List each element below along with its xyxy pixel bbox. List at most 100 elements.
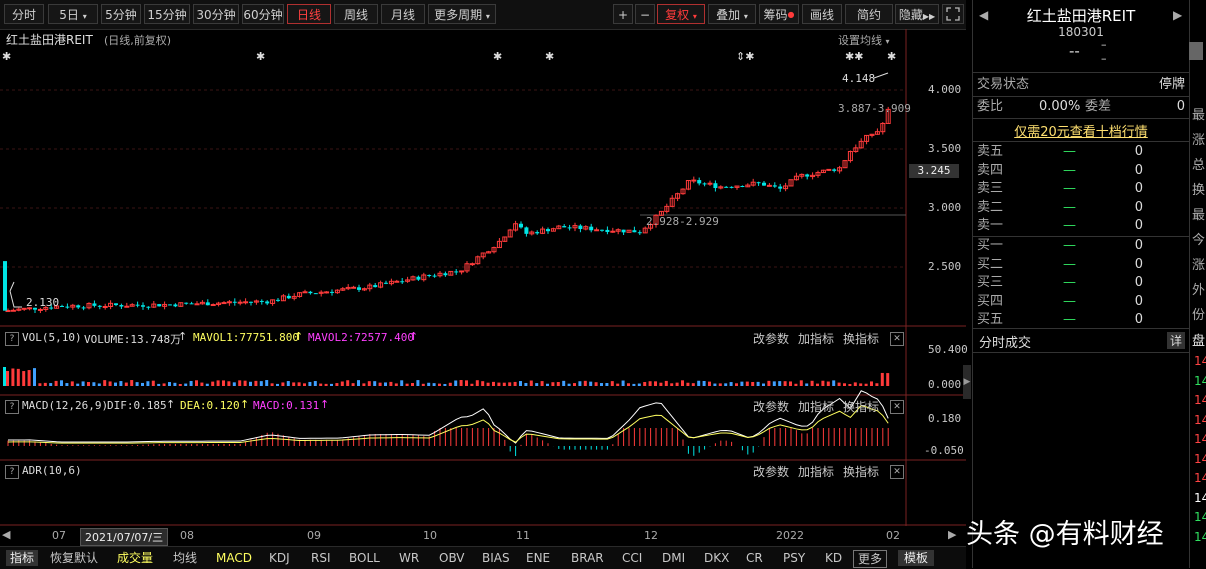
buy-row[interactable]: 买四 — 0 [973,293,1189,311]
candle-body [675,193,681,199]
fuquan-dropdown[interactable]: 复权 ▾ [657,4,705,24]
ma-settings-button[interactable]: 设置均线 ▾ [838,32,890,48]
date-axis-label: 2022 [776,529,804,542]
macd-switch-indicator-button[interactable]: 换指标 [843,400,880,414]
sell-row[interactable]: 卖三 — 0 [973,180,1189,198]
tab-ene[interactable]: ENE [526,551,551,565]
candle-body [129,304,135,307]
close-icon[interactable]: ✕ [890,332,904,346]
period-tab-fenshi[interactable]: 分时 [4,4,44,24]
candle-body [162,303,168,307]
buy-price: — [1063,293,1076,309]
candle-body [772,185,777,187]
fullscreen-button[interactable] [942,4,964,24]
overlay-dropdown[interactable]: 叠加 ▾ [708,4,756,24]
period-toolbar: 分时 5日 ▾ 5分钟 15分钟 30分钟 60分钟 日线 周线 月线 更多周期… [0,0,966,30]
tab-macd[interactable]: MACD [216,551,252,565]
period-tab-15min[interactable]: 15分钟 [144,4,190,24]
candle-body [750,181,756,186]
period-tab-5day[interactable]: 5日 ▾ [48,4,98,24]
hide-button[interactable]: 隐藏▶▶ [895,4,939,24]
price-axis-label: 3.500 [928,142,962,155]
period-tab-5min[interactable]: 5分钟 [101,4,141,24]
help-icon[interactable]: ? [5,400,19,414]
vol-change-params-button[interactable]: 改参数 [753,332,790,346]
tab-dmi[interactable]: DMI [662,551,686,565]
adr-switch-indicator-button[interactable]: 换指标 [843,465,880,479]
trades-detail-button[interactable]: 详 [1167,332,1186,349]
indicator-menu-button[interactable]: 指标 [6,550,39,566]
help-icon[interactable]: ? [5,332,19,346]
macd-dea-line [7,404,889,444]
more-periods-dropdown[interactable]: 更多周期 ▾ [428,4,496,24]
buy-row[interactable]: 买二 — 0 [973,256,1189,274]
simple-mode-button[interactable]: 简约 [845,4,893,24]
tab-kdj[interactable]: KDJ [269,551,290,565]
panel-collapse-handle[interactable]: ▶ [963,365,971,399]
side-scrollbar[interactable] [1189,42,1203,60]
candle-body [874,131,880,135]
fullscreen-icon [946,7,960,21]
tab-volume[interactable]: 成交量 [117,551,154,565]
tab-dkx[interactable]: DKX [704,551,730,565]
candle-body [114,303,118,306]
vol-switch-indicator-button[interactable]: 换指标 [843,332,880,346]
sell-row[interactable]: 卖一 — 0 [973,217,1189,235]
buy-row[interactable]: 买三 — 0 [973,274,1189,292]
tab-cr[interactable]: CR [746,551,763,565]
restore-default-button[interactable]: 恢复默认 [50,551,99,565]
candle-body [745,184,751,188]
sell-row[interactable]: 卖五 — 0 [973,143,1189,161]
buy-row[interactable]: 买五 — 0 [973,311,1189,329]
scroll-left-icon[interactable]: ◀ [2,528,11,541]
volume-bar [146,381,150,386]
side-panel-tab[interactable]: 盘 [1192,334,1206,349]
tab-wr[interactable]: WR [399,551,420,565]
tab-ma[interactable]: 均线 [173,551,198,565]
macd-change-params-button[interactable]: 改参数 [753,400,790,414]
promo-link[interactable]: 仅需20元查看十档行情 [1014,125,1148,140]
vol-add-indicator-button[interactable]: 加指标 [798,332,835,346]
period-tab-60min[interactable]: 60分钟 [242,4,284,24]
sell-row[interactable]: 卖二 — 0 [973,199,1189,217]
candle-body [361,288,367,291]
period-tab-weekly[interactable]: 周线 [334,4,378,24]
template-button[interactable]: 模板 [898,550,935,566]
volume-bar [556,382,560,386]
scroll-right-icon[interactable]: ▶ [948,528,957,541]
candle-body [388,280,394,285]
tab-brar[interactable]: BRAR [571,551,604,565]
volume-bar [821,380,825,386]
zoom-out-button[interactable]: − [635,4,655,24]
zoom-in-button[interactable]: + [613,4,633,24]
tab-boll[interactable]: BOLL [349,551,380,565]
kline-chart-area[interactable]: 红土盐田港REIT (日线,前复权) 设置均线 ▾ ✱ ✱ ✱ ✱ ⇕✱ ✱✱ … [0,29,968,526]
date-axis-label: 02 [886,529,900,542]
tab-obv[interactable]: OBV [439,551,465,565]
sell-row[interactable]: 卖四 — 0 [973,162,1189,180]
tab-rsi[interactable]: RSI [311,551,331,565]
chips-button[interactable]: 筹码● [759,4,799,24]
close-icon[interactable]: ✕ [890,465,904,479]
next-stock-icon[interactable]: ▶ [1173,8,1183,22]
sell-price: — [1063,144,1076,159]
adr-change-params-button[interactable]: 改参数 [753,465,790,479]
volume-bar [832,380,836,386]
draw-line-button[interactable]: 画线 [802,4,842,24]
buy-row[interactable]: 买一 — 0 [973,237,1189,255]
tab-psy[interactable]: PSY [783,551,806,565]
macd-add-indicator-button[interactable]: 加指标 [798,400,835,414]
close-icon[interactable]: ✕ [890,400,904,414]
period-tab-monthly[interactable]: 月线 [381,4,425,24]
volume-bar [799,380,803,386]
period-tab-30min[interactable]: 30分钟 [193,4,239,24]
tab-bias[interactable]: BIAS [482,551,510,565]
period-tab-daily[interactable]: 日线 [287,4,331,24]
help-icon[interactable]: ? [5,465,19,479]
more-indicators-button[interactable]: 更多 [853,550,888,568]
adr-add-indicator-button[interactable]: 加指标 [798,465,835,479]
tab-kd[interactable]: KD [825,551,843,565]
volume-bar [367,381,371,386]
tab-cci[interactable]: CCI [622,551,643,565]
prev-stock-icon[interactable]: ◀ [979,8,989,22]
